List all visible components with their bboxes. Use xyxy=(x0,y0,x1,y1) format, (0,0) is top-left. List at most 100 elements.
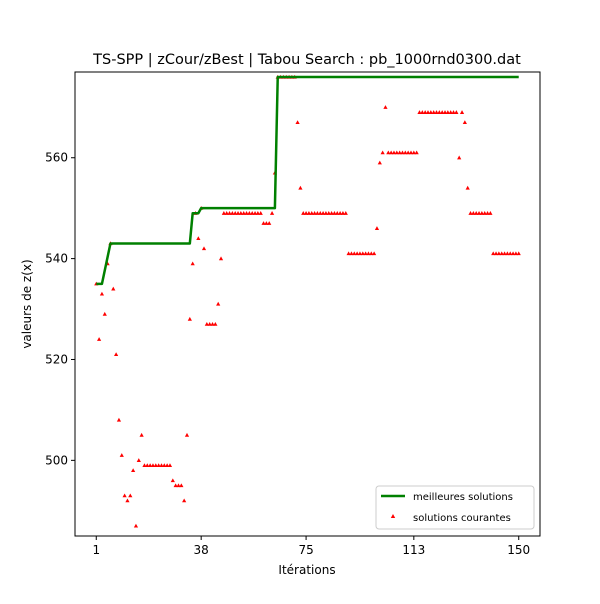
y-axis: 500 520 540 560 xyxy=(45,151,75,467)
scatter-point-105 xyxy=(391,150,397,155)
scatter-point-136 xyxy=(479,211,484,215)
scatter-point-7 xyxy=(114,352,119,357)
scatter-point-142 xyxy=(496,251,501,256)
scatter-point-82 xyxy=(326,211,331,215)
scatter-point-138 xyxy=(485,211,490,215)
scatter-point-98 xyxy=(372,251,377,256)
scatter-point-57 xyxy=(255,211,260,215)
scatter-point-129 xyxy=(459,110,465,114)
legend: meilleures solutions solutions courantes xyxy=(375,485,535,530)
scatter-point-95 xyxy=(363,251,368,256)
scatter-point-44 xyxy=(218,256,224,261)
scatter-point-46 xyxy=(224,211,229,215)
scatter-point-100 xyxy=(377,160,382,165)
scatter-point-77 xyxy=(312,211,317,215)
scatter-point-51 xyxy=(238,211,243,215)
scatter-point-119 xyxy=(431,110,436,114)
scatter-point-149 xyxy=(516,251,521,256)
scatter-point-71 xyxy=(295,120,300,125)
scatter-point-73 xyxy=(301,211,306,215)
scatter-point-31 xyxy=(182,498,187,503)
scatter-point-62 xyxy=(269,211,275,215)
scatter-point-88 xyxy=(343,211,348,215)
scatter-point-132 xyxy=(468,211,473,215)
scatter-point-10 xyxy=(122,493,127,498)
scatter-point-41 xyxy=(210,321,215,326)
scatter-point-93 xyxy=(357,251,363,256)
scatter-point-33 xyxy=(187,316,192,321)
scatter-point-125 xyxy=(448,110,453,114)
scatter-point-97 xyxy=(369,251,374,256)
scatter-point-6 xyxy=(111,286,116,291)
chart-title: TS-SPP | zCour/zBest | Tabou Search : pb… xyxy=(92,52,521,68)
scatter-point-123 xyxy=(442,110,448,114)
scatter-point-114 xyxy=(417,110,422,114)
x-tick-label-1: 38 xyxy=(194,543,209,557)
scatter-point-84 xyxy=(332,211,337,215)
scatter-point-29 xyxy=(176,483,181,488)
scatter-point-134 xyxy=(474,211,479,215)
scatter-point-25 xyxy=(165,463,170,467)
scatter-point-26 xyxy=(167,463,173,467)
scatter-point-109 xyxy=(403,150,408,155)
scatter-point-101 xyxy=(380,150,385,155)
scatter-point-2 xyxy=(99,291,105,296)
y-tick-label-3: 560 xyxy=(45,151,68,165)
scatter-point-118 xyxy=(428,110,433,114)
scatter-point-22 xyxy=(156,463,161,467)
scatter-point-87 xyxy=(340,211,346,215)
scatter-point-146 xyxy=(508,251,513,256)
scatter-point-128 xyxy=(457,155,462,160)
scatter-point-86 xyxy=(338,211,343,215)
scatter-point-40 xyxy=(207,321,212,326)
scatter-point-12 xyxy=(128,493,133,498)
scatter-point-115 xyxy=(420,110,425,114)
scatter-point-78 xyxy=(315,211,320,215)
legend-label-best: meilleures solutions xyxy=(413,492,513,503)
scatter-point-24 xyxy=(162,463,167,467)
scatter-point-110 xyxy=(406,150,411,155)
scatter-point-1 xyxy=(97,337,102,341)
scatter-point-121 xyxy=(437,110,442,114)
scatter-point-107 xyxy=(397,150,402,155)
scatter-point-48 xyxy=(230,211,235,215)
scatter-point-60 xyxy=(264,221,269,225)
scatter-point-106 xyxy=(394,150,399,155)
x-tick-label-3: 113 xyxy=(402,543,425,557)
scatter-point-28 xyxy=(173,483,178,488)
x-tick-label-2: 75 xyxy=(298,543,313,557)
scatter-point-47 xyxy=(227,211,232,215)
scatter-point-80 xyxy=(320,211,326,215)
scatter-point-81 xyxy=(323,211,329,215)
scatter-point-122 xyxy=(440,110,445,114)
scatter-point-145 xyxy=(505,251,510,256)
scatter-point-99 xyxy=(374,226,380,230)
scatter-point-55 xyxy=(250,211,255,215)
scatter-point-9 xyxy=(119,453,124,457)
scatter-point-27 xyxy=(170,478,175,483)
scatter-point-143 xyxy=(499,251,504,256)
scatter-point-139 xyxy=(488,211,493,215)
scatter-point-39 xyxy=(204,321,209,326)
scatter-point-79 xyxy=(318,211,323,215)
scatter-point-59 xyxy=(261,221,266,225)
scatter-point-104 xyxy=(389,150,394,155)
scatter-point-102 xyxy=(383,105,388,109)
scatter-point-49 xyxy=(233,211,238,215)
scatter-point-116 xyxy=(423,110,428,114)
scatter-point-21 xyxy=(153,463,158,467)
scatter-point-38 xyxy=(201,246,207,251)
scatter-point-89 xyxy=(346,251,351,256)
scatter-point-43 xyxy=(216,301,221,306)
scatter-point-141 xyxy=(493,251,499,256)
scatter-point-18 xyxy=(145,463,150,467)
scatter-point-34 xyxy=(190,261,195,266)
x-axis: 1 38 75 113 150 xyxy=(92,536,530,557)
scatter-point-3 xyxy=(102,311,107,316)
scatter-point-111 xyxy=(408,150,414,155)
y-axis-label: valeurs de z(x) xyxy=(20,259,34,348)
scatter-point-20 xyxy=(150,463,156,467)
scatter-point-54 xyxy=(247,211,252,215)
scatter-point-96 xyxy=(366,251,371,256)
